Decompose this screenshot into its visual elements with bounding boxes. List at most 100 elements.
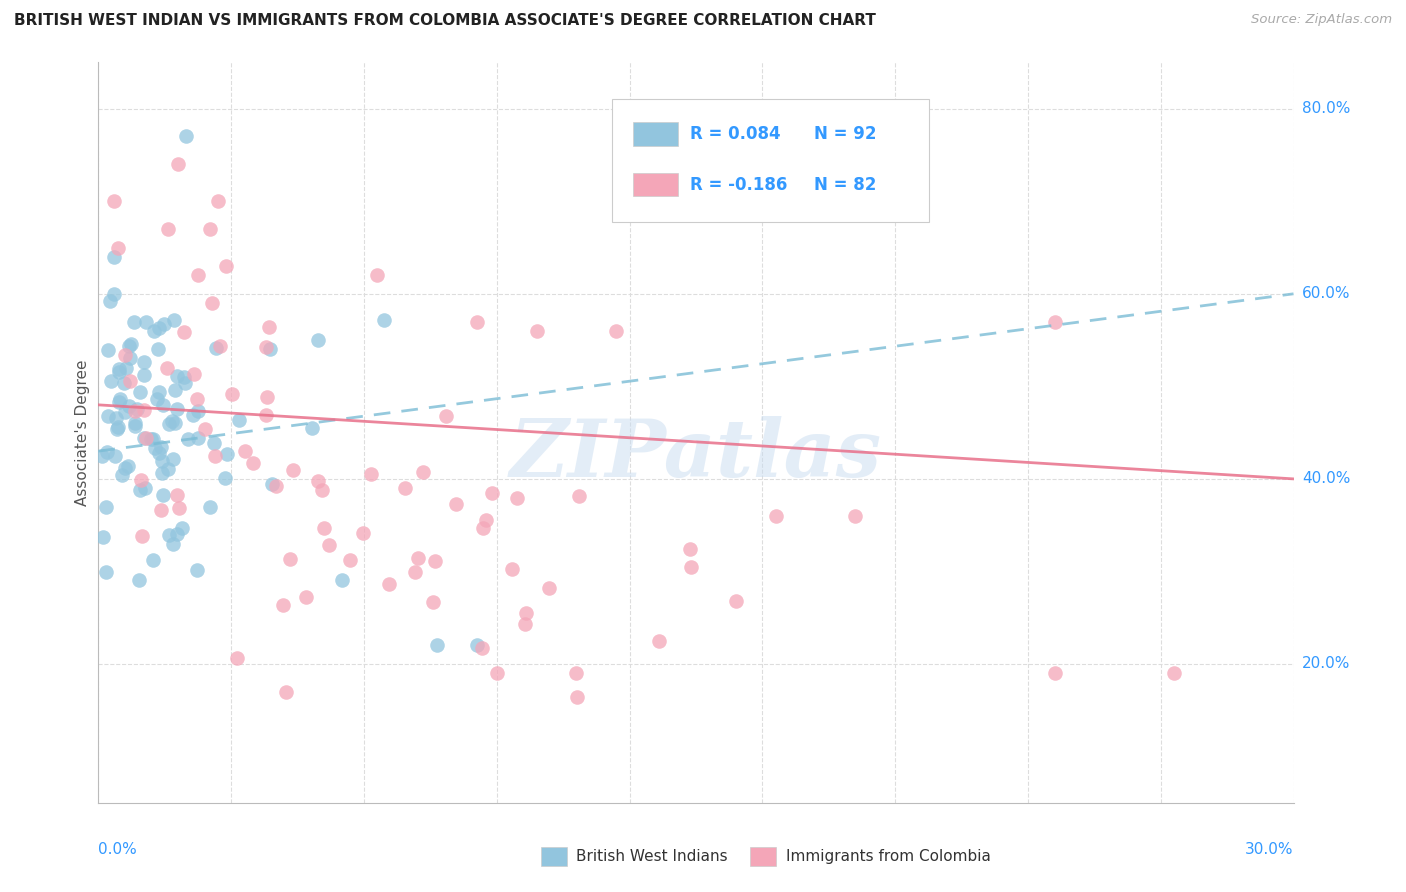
Point bbox=[412, 465, 434, 479]
Point bbox=[94, 566, 117, 580]
Point bbox=[404, 565, 426, 579]
Point bbox=[148, 343, 170, 357]
Point bbox=[256, 390, 278, 404]
Text: 30.0%: 30.0% bbox=[1246, 842, 1294, 856]
Point bbox=[217, 447, 239, 461]
Point bbox=[152, 454, 174, 468]
Point bbox=[146, 392, 169, 407]
Point bbox=[314, 520, 336, 534]
Point bbox=[134, 402, 156, 417]
Point bbox=[568, 489, 591, 503]
Point bbox=[221, 387, 243, 401]
FancyBboxPatch shape bbox=[633, 122, 678, 146]
Text: ZIPatlas: ZIPatlas bbox=[510, 416, 882, 493]
Point bbox=[173, 369, 195, 384]
Point bbox=[481, 486, 503, 500]
Point bbox=[134, 431, 156, 445]
Point bbox=[262, 476, 284, 491]
Point bbox=[174, 129, 197, 144]
Point bbox=[150, 502, 173, 516]
Point bbox=[214, 470, 236, 484]
Point bbox=[208, 339, 231, 353]
Point bbox=[162, 537, 184, 551]
Text: N = 92: N = 92 bbox=[814, 125, 877, 144]
Point bbox=[187, 404, 209, 418]
Point bbox=[485, 666, 508, 681]
Point bbox=[96, 500, 118, 514]
Point bbox=[135, 431, 157, 445]
Point bbox=[515, 606, 537, 620]
Text: BRITISH WEST INDIAN VS IMMIGRANTS FROM COLOMBIA ASSOCIATE'S DEGREE CORRELATION C: BRITISH WEST INDIAN VS IMMIGRANTS FROM C… bbox=[14, 13, 876, 29]
Point bbox=[114, 404, 136, 418]
Text: 40.0%: 40.0% bbox=[1302, 471, 1350, 486]
Point bbox=[163, 416, 186, 430]
Point bbox=[226, 650, 249, 665]
Point bbox=[183, 367, 205, 381]
Point bbox=[118, 399, 141, 413]
Point bbox=[394, 481, 416, 495]
Point bbox=[129, 483, 152, 497]
Point bbox=[167, 157, 190, 171]
Point bbox=[181, 408, 204, 422]
Point bbox=[166, 402, 188, 417]
Point bbox=[152, 398, 174, 412]
Point bbox=[104, 449, 127, 463]
Point bbox=[148, 320, 170, 334]
Point bbox=[142, 553, 165, 567]
Point bbox=[97, 409, 120, 424]
Point bbox=[163, 383, 186, 397]
Point bbox=[103, 286, 125, 301]
Point bbox=[271, 598, 294, 612]
Point bbox=[406, 550, 429, 565]
Point bbox=[339, 552, 361, 566]
Text: Source: ZipAtlas.com: Source: ZipAtlas.com bbox=[1251, 13, 1392, 27]
Text: Immigrants from Colombia: Immigrants from Colombia bbox=[786, 849, 990, 864]
Point bbox=[97, 343, 120, 357]
Point bbox=[274, 685, 297, 699]
Text: 60.0%: 60.0% bbox=[1302, 286, 1350, 301]
Point bbox=[107, 240, 129, 254]
Point bbox=[135, 314, 157, 328]
Point bbox=[201, 296, 224, 310]
FancyBboxPatch shape bbox=[613, 99, 929, 221]
Point bbox=[156, 222, 179, 236]
Point bbox=[108, 394, 131, 409]
Point bbox=[295, 590, 318, 604]
Point bbox=[366, 268, 388, 283]
Point bbox=[187, 431, 209, 445]
Point bbox=[228, 413, 250, 427]
Point bbox=[352, 526, 374, 541]
Point bbox=[422, 595, 444, 609]
Point bbox=[156, 360, 179, 375]
Point bbox=[124, 416, 146, 430]
Point bbox=[202, 436, 225, 450]
Point bbox=[506, 491, 529, 506]
Point bbox=[187, 268, 209, 283]
Point bbox=[502, 562, 524, 576]
Point bbox=[129, 473, 152, 487]
Point bbox=[259, 320, 281, 334]
Point bbox=[132, 355, 155, 369]
Point bbox=[254, 340, 277, 354]
Point bbox=[167, 500, 190, 515]
Point bbox=[173, 376, 195, 390]
Point bbox=[565, 666, 588, 681]
Point bbox=[1043, 314, 1066, 328]
Point bbox=[373, 313, 395, 327]
Point bbox=[1163, 666, 1185, 681]
Point bbox=[242, 456, 264, 470]
Point bbox=[148, 445, 170, 459]
Point bbox=[103, 194, 125, 209]
Point bbox=[844, 508, 866, 523]
Text: 0.0%: 0.0% bbox=[98, 842, 138, 856]
Point bbox=[679, 560, 702, 574]
Point bbox=[318, 538, 340, 552]
Point bbox=[148, 385, 170, 400]
Point bbox=[111, 467, 134, 482]
Point bbox=[648, 633, 671, 648]
Point bbox=[163, 313, 186, 327]
Point bbox=[108, 392, 131, 406]
Point bbox=[143, 442, 166, 456]
Point bbox=[128, 573, 150, 587]
Point bbox=[173, 325, 195, 339]
